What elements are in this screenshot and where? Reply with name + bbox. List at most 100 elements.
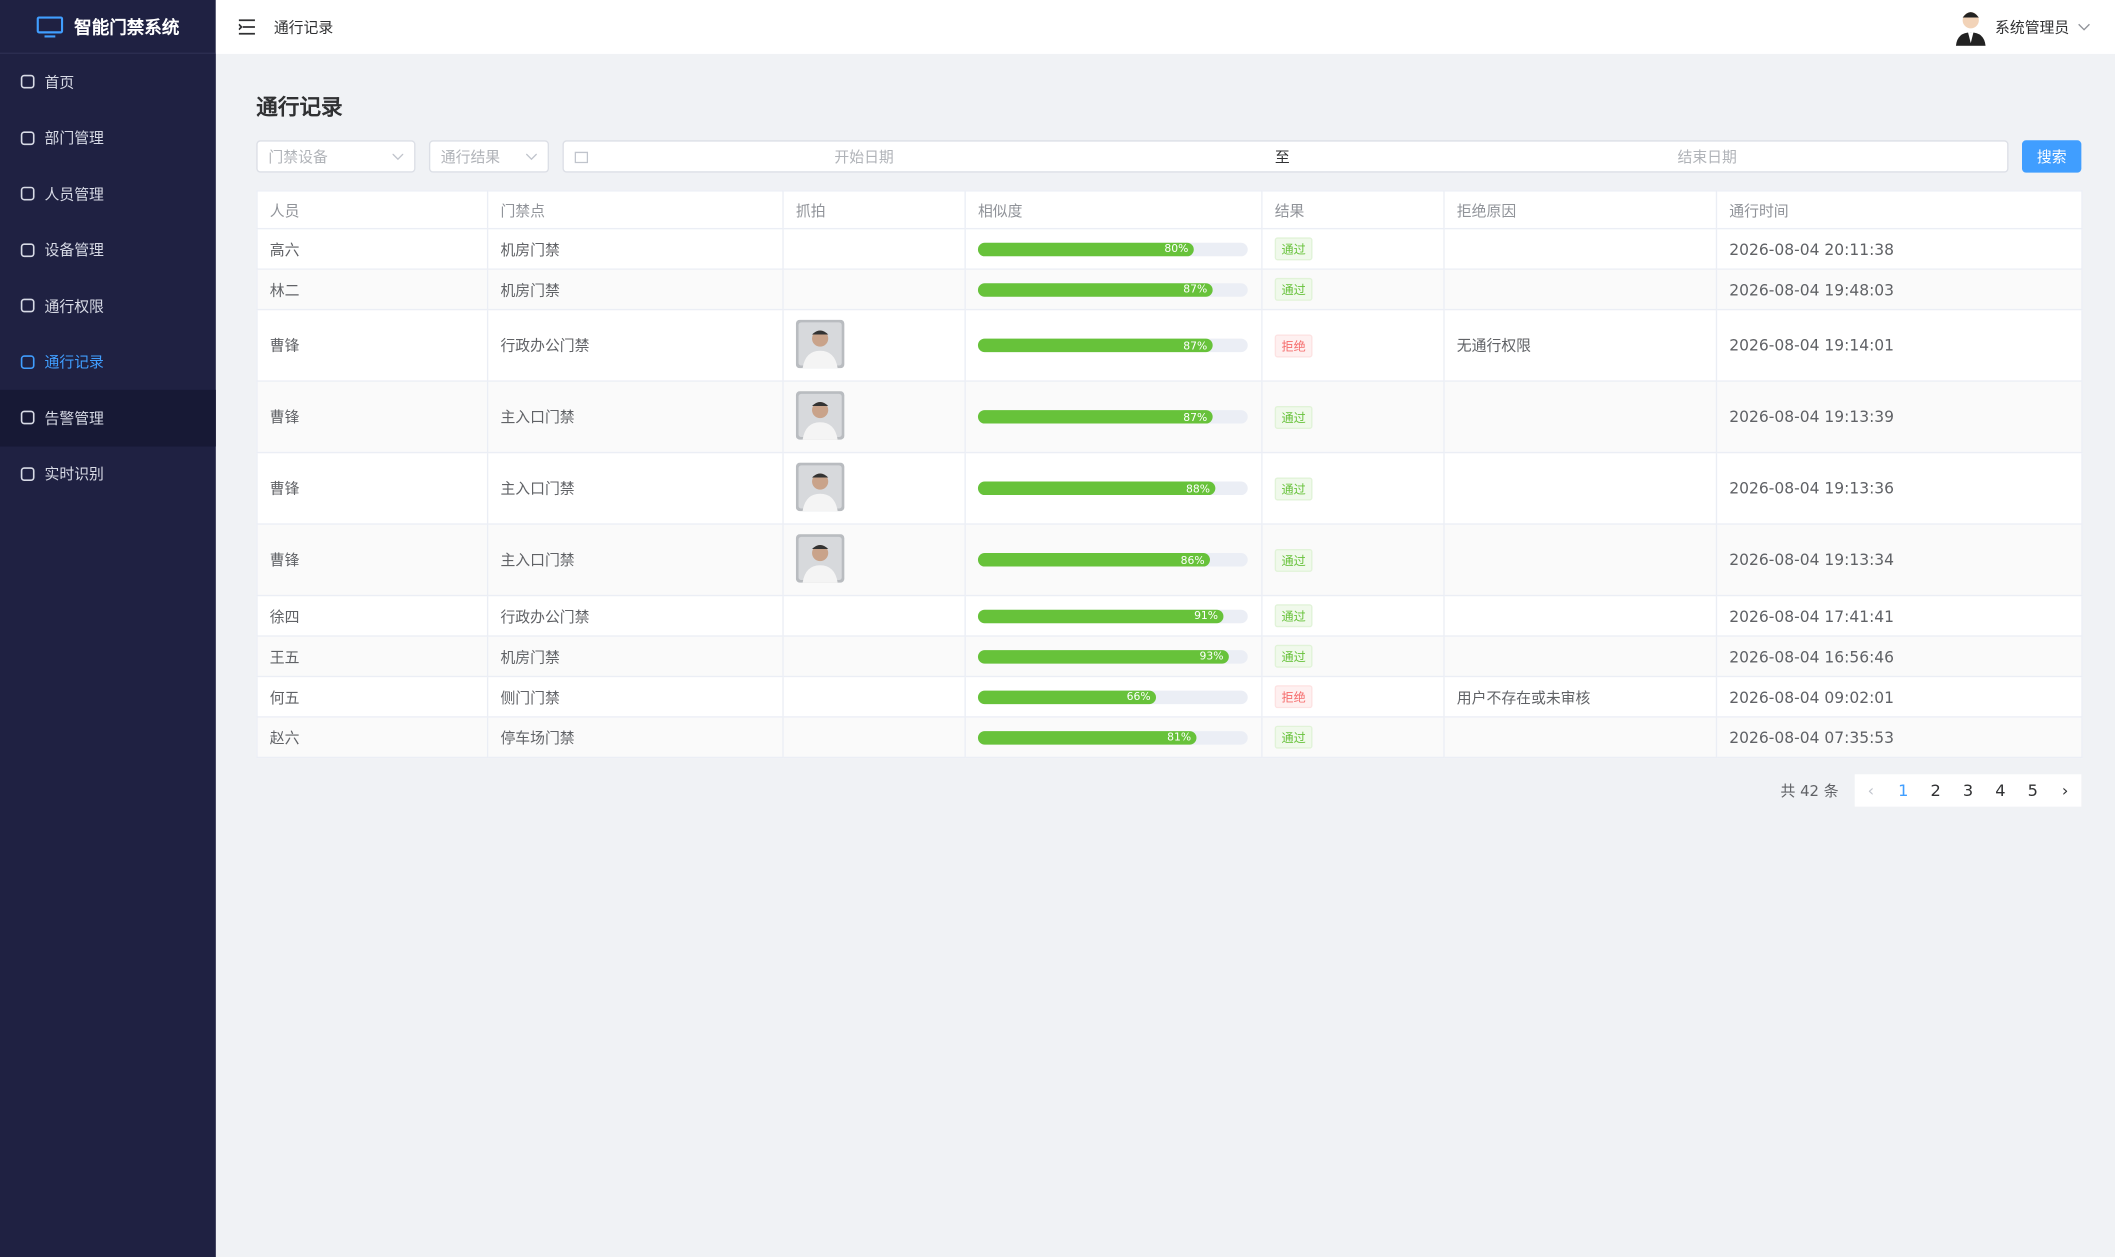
placeholder: 开始日期: [834, 148, 894, 166]
similarity-cell: 81%: [964, 716, 1263, 759]
result-cell: 通过: [1261, 451, 1445, 525]
page-title: 通行记录: [256, 94, 343, 121]
avatar: [1955, 12, 1986, 46]
menu-label: 人员管理: [44, 185, 104, 204]
date-range[interactable]: 开始日期 至 结束日期: [561, 140, 2009, 173]
menu-item[interactable]: 告警管理: [0, 389, 216, 446]
similarity-cell: 87%: [964, 268, 1263, 311]
similarity-cell: 93%: [964, 635, 1263, 678]
menu-icon: [20, 410, 35, 425]
door-cell: 主入口门禁: [486, 380, 784, 454]
column-header: 结果: [1261, 190, 1445, 230]
progress-track: 87%: [977, 338, 1248, 353]
column-header: 拒绝原因: [1443, 190, 1718, 230]
menu-item[interactable]: 人员管理: [0, 166, 216, 222]
reason-cell: [1443, 523, 1718, 597]
snapshot-photo[interactable]: [795, 319, 845, 368]
similarity-label: 93%: [1199, 650, 1224, 663]
result-cell: 通过: [1261, 380, 1445, 454]
progress-track: 81%: [977, 730, 1248, 744]
next[interactable]: ›: [2061, 781, 2069, 800]
menu-icon: [20, 131, 35, 145]
snapshot-cell: [782, 451, 966, 525]
progress-track: 88%: [977, 481, 1248, 496]
result-tag: 通过: [1274, 548, 1313, 572]
reason-cell: 无通行权限: [1443, 308, 1718, 382]
result-tag: 拒绝: [1274, 685, 1313, 709]
person-cell: 曹锋: [256, 523, 489, 597]
progress-bar: 86%: [977, 553, 1210, 567]
column-header: 通行时间: [1715, 190, 2083, 230]
prev[interactable]: ‹: [1867, 781, 1875, 800]
similarity-cell: 91%: [964, 594, 1263, 637]
menu-item[interactable]: 通行权限: [0, 278, 216, 334]
table-row: 曹锋 主入口门禁 87% 通过 2026-08-04 19:13:39: [256, 380, 2083, 454]
table-row: 何五 侧门门禁 66% 拒绝 用户不存在或未审核 2026-08-04 09:02:01: [256, 675, 2083, 718]
snapshot-photo[interactable]: [795, 533, 845, 583]
menu-item[interactable]: 通行记录: [0, 334, 216, 390]
result-cell: 通过: [1261, 268, 1445, 311]
person-cell: 高六: [256, 227, 489, 270]
menu-label: 首页: [44, 73, 75, 92]
similarity-cell: 87%: [964, 380, 1263, 454]
result-cell: 通过: [1261, 594, 1445, 637]
result-select[interactable]: 通行结果: [428, 140, 549, 173]
snapshot-cell: [782, 594, 966, 637]
similarity-label: 87%: [1183, 283, 1208, 296]
user-menu[interactable]: 系统管理员: [1955, 8, 2091, 46]
progress-bar: 93%: [977, 649, 1229, 663]
page-number[interactable]: 1: [1898, 781, 1909, 800]
reason-cell: [1443, 451, 1718, 525]
time-cell: 2026-08-04 07:35:53: [1715, 716, 2083, 759]
menu-label: 实时识别: [44, 465, 104, 484]
result-tag: 通过: [1274, 725, 1313, 749]
progress-bar: 80%: [977, 242, 1194, 256]
search-button[interactable]: 搜索: [2022, 140, 2082, 173]
snapshot-cell: [782, 380, 966, 454]
reason-cell: [1443, 380, 1718, 454]
reason-cell: [1443, 227, 1718, 270]
result-tag: 通过: [1274, 405, 1313, 429]
device-select[interactable]: 门禁设备: [256, 140, 416, 173]
menu-item[interactable]: 实时识别: [0, 446, 216, 502]
snapshot-cell: [782, 523, 966, 597]
person-cell: 曹锋: [256, 451, 489, 525]
similarity-cell: 80%: [964, 227, 1263, 270]
table-row: 赵六 停车场门禁 81% 通过 2026-08-04 07:35:53: [256, 716, 2083, 759]
page-number[interactable]: 2: [1930, 781, 1941, 800]
snapshot-photo[interactable]: [795, 390, 845, 440]
column-header: 人员: [256, 190, 489, 230]
menu-item[interactable]: 部门管理: [0, 110, 216, 166]
similarity-cell: 86%: [964, 523, 1263, 597]
person-cell: 曹锋: [256, 308, 489, 382]
logo: 智能门禁系统: [0, 0, 216, 54]
menu: 首页部门管理人员管理设备管理通行权限通行记录 告警管理实时识别: [0, 54, 216, 502]
time-cell: 2026-08-04 17:41:41: [1715, 594, 2083, 637]
snapshot-photo[interactable]: [795, 461, 845, 511]
result-cell: 拒绝: [1261, 675, 1445, 718]
progress-bar: 81%: [977, 730, 1197, 744]
page-number[interactable]: 3: [1962, 781, 1974, 800]
sidebar: 智能门禁系统 首页部门管理人员管理设备管理通行权限通行记录 告警管理实时识别: [0, 0, 216, 1257]
similarity-label: 88%: [1185, 482, 1210, 495]
reason-cell: [1443, 716, 1718, 759]
time-cell: 2026-08-04 19:13:34: [1715, 523, 2083, 597]
result-cell: 通过: [1261, 716, 1445, 759]
similarity-label: 80%: [1164, 242, 1189, 255]
table-row: 曹锋 主入口门禁 88% 通过 2026-08-04 19:13:36: [256, 451, 2083, 525]
menu-icon: [20, 298, 35, 313]
page-number[interactable]: 4: [1995, 781, 2006, 800]
progress-bar: 91%: [977, 609, 1224, 623]
result-tag: 通过: [1274, 604, 1313, 628]
menu-item[interactable]: 设备管理: [0, 222, 216, 278]
page-number[interactable]: 5: [2027, 781, 2038, 800]
result-cell: 拒绝: [1261, 308, 1445, 382]
pager: ‹ 1 2 3 4 5 ›: [1854, 774, 2082, 807]
menu-item[interactable]: 首页: [0, 54, 216, 110]
snapshot-cell: [782, 635, 966, 678]
menu-toggle[interactable]: [238, 19, 258, 35]
result-tag: 通过: [1274, 237, 1313, 261]
door-cell: 行政办公门禁: [486, 594, 784, 637]
menu-label: 通行权限: [44, 297, 104, 316]
